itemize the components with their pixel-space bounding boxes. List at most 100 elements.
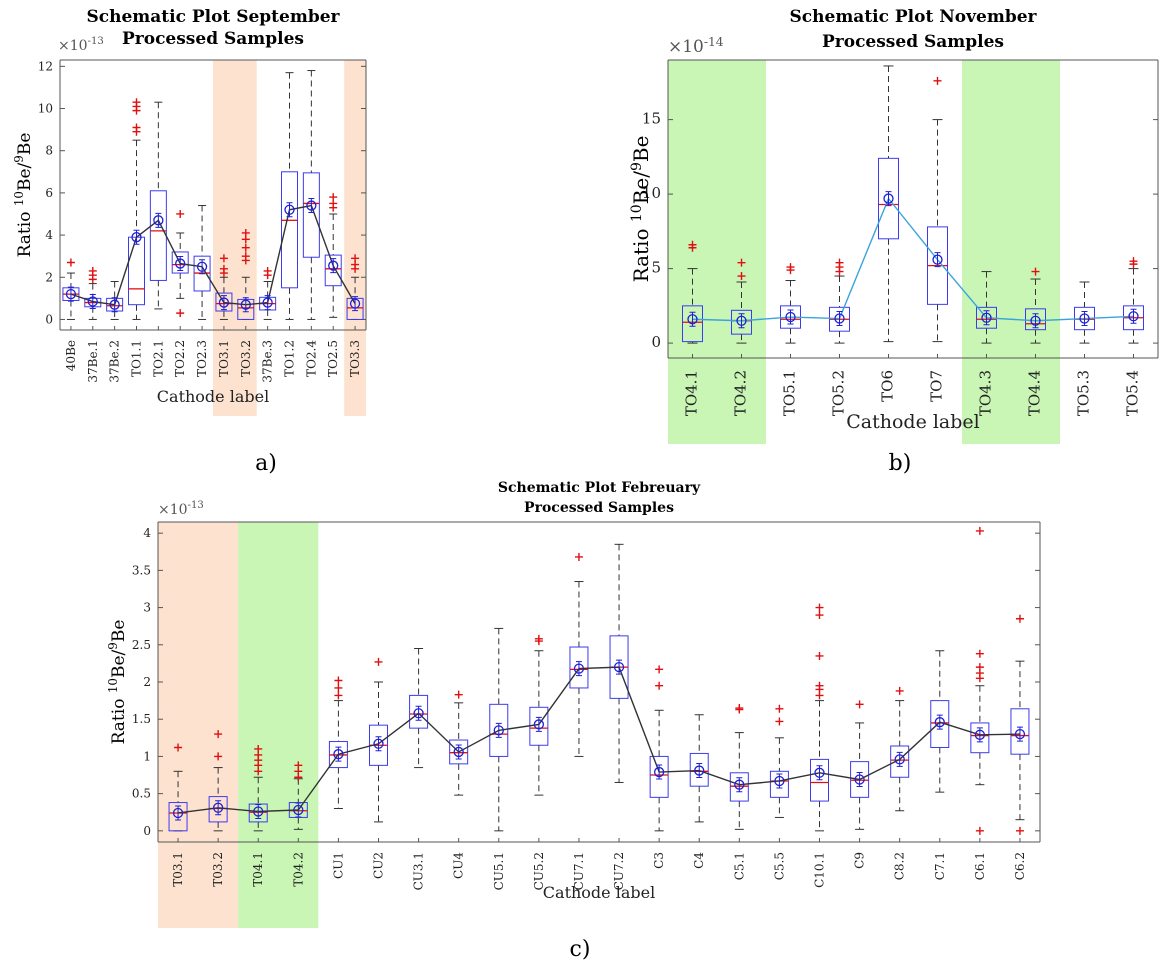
box-plot [729,704,749,830]
highlight-band [344,60,366,416]
box-plot [850,700,870,830]
mean-error-bar [286,202,293,218]
outlier-marker [88,266,97,275]
panel-caption: c) [570,937,591,962]
plot-frame [667,59,1159,359]
outlier-marker [241,243,250,252]
box-plot [149,101,167,310]
iqr-box [324,254,342,287]
iqr-box [890,745,910,778]
x-tick-label: C9 [853,852,867,869]
x-tick-label: CU2 [372,852,386,879]
x-tick-label: C6.2 [1013,852,1027,880]
outlier-marker [176,209,185,218]
iqr-box [449,739,469,765]
iqr-box [281,171,298,289]
highlight-band [962,60,1060,444]
ylabel-prefix: Ratio [15,206,35,257]
mean-error-bar [896,751,903,767]
iqr-box [689,752,709,787]
mean-line [692,197,1134,322]
outlier-marker [334,676,343,685]
box-plot [489,627,509,832]
multiplier-exponent: -14 [704,35,724,49]
mean-error-bar [936,714,943,730]
y-tick-label: 6 [45,186,53,200]
x-tick-label: TO2.2 [173,340,187,377]
y-tick-label: 2 [45,270,53,284]
y-tick-label: 0 [143,824,151,838]
box-plot [449,690,469,796]
axis-multiplier: ×10-13 [58,36,104,54]
outlier-marker [132,123,141,132]
y-tick-label: 0 [651,333,661,351]
mean-error-bar [656,764,663,780]
y-tick-label: 8 [45,144,53,158]
iqr-box [970,722,990,754]
outlier-marker [975,649,984,658]
outlier-marker [655,665,664,674]
mean-line [177,666,1020,814]
x-tick-label: TO5.3 [1075,370,1093,416]
x-tick-label: TO5.4 [1124,370,1142,416]
mean-error-bar [111,297,118,313]
box-plot [302,70,320,320]
ylabel-suffix: Be [109,620,129,643]
box-plot [84,266,102,320]
outlier-marker [66,258,75,267]
outlier-marker [334,691,343,700]
box-plot [324,193,342,318]
outlier-marker [815,651,824,660]
x-tick-label: 37Be.2 [108,340,122,383]
outlier-marker [975,663,984,672]
box-plot [1010,614,1030,835]
mean-error-bar [215,800,222,816]
mean-error-bar [175,805,182,821]
box-plot [649,665,669,832]
axis-multiplier: ×10-13 [158,500,204,518]
mean-error-bar [330,258,337,274]
box-plot [237,228,255,320]
x-tick-label: 37Be.1 [86,340,100,383]
ylabel-mid: Be/ [109,649,129,678]
mean-error-bar [535,716,542,732]
mean-error-bar [983,310,990,326]
y-tick-label: 1.5 [132,712,151,726]
mean-error-bar [885,191,892,207]
box-plot [168,743,188,832]
y-axis-label: Ratio 10Be/9Be [106,620,129,745]
chart-subtitle: Processed Samples [122,29,304,49]
outlier-marker [534,634,543,643]
x-tick-label: TO2.3 [195,340,209,377]
iqr-box [810,758,829,802]
box-plot [328,676,348,810]
x-tick-label: T04.2 [291,852,305,887]
box-plot [1025,267,1046,344]
x-tick-label: TO4.2 [732,370,750,416]
box-plot [890,686,910,812]
y-tick-label: 5 [651,259,661,277]
outlier-marker [775,717,784,726]
ylabel-sup: 9 [629,162,645,171]
plot-frame [59,59,367,331]
highlight-band [668,60,766,444]
x-tick-label: CU4 [452,852,466,879]
y-tick-label: 10 [642,184,661,202]
x-tick-label: C6.1 [973,852,987,880]
iqr-box [878,157,899,240]
x-tick-label: TO1.2 [283,340,297,377]
ylabel-sup: 10 [106,678,120,693]
outlier-marker [263,266,272,275]
x-tick-label: TO2.5 [326,340,340,377]
x-tick-label: T03.2 [211,852,225,887]
x-tick-label: CU3.1 [412,852,426,890]
outlier-marker [835,258,844,267]
highlight-band [238,522,319,928]
outlier-marker [975,526,984,535]
mean-error-bar [255,803,262,819]
x-tick-label: TO5.2 [830,370,848,416]
outlier-marker [975,826,984,835]
mean-error-bar [816,765,823,781]
y-axis-label: Ratio 10Be/9Be [629,136,653,283]
panel-caption: b) [889,451,912,476]
